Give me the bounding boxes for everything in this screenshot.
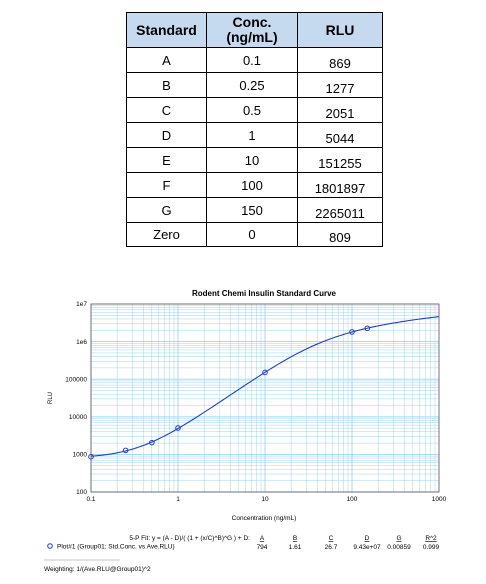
- standard-curve-chart: Rodent Chemi Insulin Standard Curve 0.1 1…: [44, 289, 447, 573]
- fit-param-header: G: [396, 535, 401, 542]
- y-axis-label: RLU: [48, 392, 54, 404]
- y-tick-label: 10000: [69, 414, 87, 421]
- cell-rlu: 809: [297, 222, 383, 247]
- cell-rlu: 869: [297, 47, 383, 73]
- header-conc-label: Conc. (ng/mL): [226, 14, 278, 45]
- data-point: [349, 329, 355, 335]
- cell-conc: 100: [206, 172, 298, 198]
- header-rlu: RLU: [297, 12, 383, 48]
- weighting-note: Weighting: 1/(Ave.RLU@Group01)^2: [44, 566, 151, 573]
- legend-marker: [47, 543, 53, 549]
- cell-standard: A: [126, 47, 207, 73]
- cell-standard: Zero: [126, 222, 207, 247]
- fit-param-values: 794 1.61 26.7 9.43e+07 0.00859 0.999: [257, 544, 440, 551]
- cell-standard: C: [126, 97, 207, 123]
- cell-rlu: 2051: [297, 97, 383, 123]
- x-tick-label: 0.1: [86, 496, 95, 503]
- y-tick-label: 100: [76, 489, 87, 496]
- axis-ticks: 0.1 1 10 100 1000 100 1000 10000 100000 1e6 1e7: [65, 301, 446, 503]
- fit-param-header: D: [365, 535, 370, 542]
- fit-param-value: 794: [257, 544, 268, 551]
- table-row: B 0.25 1277: [126, 72, 383, 98]
- table-row: F 100 1801897: [126, 172, 383, 198]
- y-tick-label: 1000: [73, 452, 88, 459]
- fit-param-header: A: [260, 535, 265, 542]
- cell-rlu: 1277: [297, 72, 383, 98]
- fit-param-value: 0.00859: [387, 544, 411, 551]
- fit-param-header: C: [329, 535, 334, 542]
- fit-param-value: 9.43e+07: [353, 544, 381, 551]
- cell-rlu: 2265011: [297, 197, 383, 223]
- grid: [90, 304, 439, 493]
- y-tick-label: 100000: [65, 376, 87, 383]
- table-row: A 0.1 869: [126, 47, 383, 73]
- cell-conc: 1: [206, 122, 298, 148]
- x-tick-label: 1: [176, 496, 180, 503]
- data-point: [122, 447, 129, 454]
- cell-standard: D: [126, 122, 207, 148]
- data-points: [88, 325, 371, 460]
- header-standard: Standard: [126, 12, 207, 48]
- data-point: [149, 439, 155, 446]
- data-point: [262, 369, 268, 376]
- table-row: Zero 0 809: [126, 222, 383, 247]
- cell-conc: 10: [206, 147, 298, 173]
- cell-rlu: 151255: [297, 147, 383, 173]
- x-tick-label: 100: [347, 496, 358, 503]
- plot-frame: [90, 303, 440, 493]
- fit-param-value: 0.999: [423, 544, 440, 551]
- fit-param-value: 26.7: [325, 544, 338, 551]
- fit-legend: 5-P Fit: y = (A - D)/( (1 + (x/C)^B)^G )…: [44, 535, 440, 573]
- cell-conc: 150: [206, 197, 298, 223]
- standards-table: Standard Conc. (ng/mL) RLU A 0.1 869 B 0.25 1…: [126, 12, 383, 247]
- x-axis-label: Concentration (ng/mL): [232, 515, 297, 522]
- cell-conc: 0: [206, 222, 298, 247]
- chart-title: Rodent Chemi Insulin Standard Curve: [192, 289, 337, 298]
- fit-param-header: R^2: [425, 535, 437, 542]
- fit-param-value: 1.61: [289, 544, 302, 551]
- table-row: D 1 5044: [126, 122, 383, 148]
- data-point: [88, 453, 94, 460]
- fit-param-headers: A B C D G R^2: [260, 535, 437, 542]
- table-row: G 150 2265011: [126, 197, 383, 223]
- cell-standard: G: [126, 197, 207, 223]
- cell-conc: 0.1: [206, 47, 298, 73]
- x-tick-label: 1000: [432, 496, 447, 503]
- cell-conc: 0.5: [206, 97, 298, 123]
- fit-curve: [90, 316, 440, 457]
- fit-equation: 5-P Fit: y = (A - D)/( (1 + (x/C)^B)^G )…: [129, 535, 250, 542]
- y-tick-label: 1e7: [76, 301, 87, 308]
- table-row: E 10 151255: [126, 147, 383, 173]
- table-header-row: Standard Conc. (ng/mL) RLU: [126, 12, 383, 48]
- legend-plot-label: Plot#1 (Group01: Std.Conc. vs Ave.RLU): [57, 544, 175, 551]
- data-point: [175, 425, 181, 431]
- table-row: C 0.5 2051: [126, 97, 383, 123]
- fit-param-header: B: [293, 535, 297, 542]
- header-conc: Conc. (ng/mL): [206, 12, 298, 48]
- cell-conc: 0.25: [206, 72, 298, 98]
- cell-rlu: 5044: [297, 122, 383, 148]
- cell-standard: E: [126, 147, 207, 173]
- x-tick-label: 10: [261, 496, 269, 503]
- cell-standard: F: [126, 172, 207, 198]
- cell-standard: B: [126, 72, 207, 98]
- data-point: [364, 325, 371, 332]
- y-tick-label: 1e6: [76, 339, 87, 346]
- cell-rlu: 1801897: [297, 172, 383, 198]
